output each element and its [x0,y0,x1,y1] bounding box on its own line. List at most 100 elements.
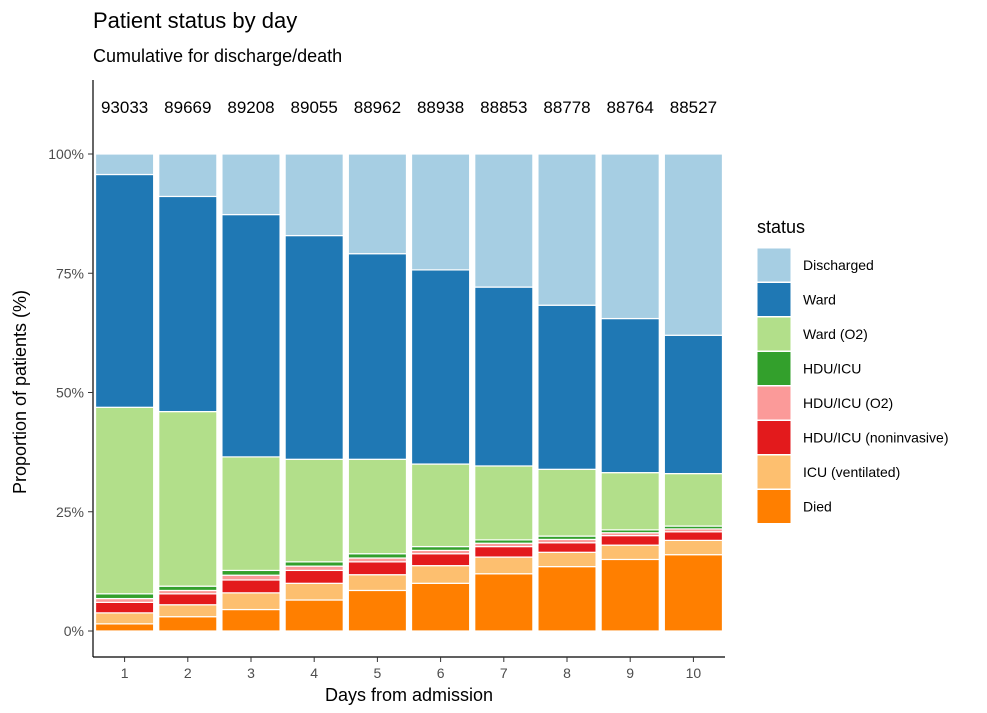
bar-segment-day2-ward [158,195,218,413]
bar-segment-day3-hdu-icu-noninvasive [221,579,281,594]
bar-segment-day8-discharged [537,153,597,306]
bar-segment-day7-ward [474,286,534,467]
bar-segment-day6-icu-ventilated [410,565,471,584]
bar-segment-day10-discharged [663,153,724,336]
y-ticks-group: 0% 25% 50% 75% 100% [48,146,93,639]
bar-segment-day4-hdu-icu [284,561,344,567]
bar-segment-day1-ward [94,173,155,408]
x-tick-label: 1 [121,665,129,681]
bar-segment-day4-discharged [284,153,344,237]
bar-segment-day5-died [347,589,408,632]
chart-title: Patient status by day [93,8,298,33]
y-tick-label: 0% [64,623,84,639]
legend-title: status [757,217,805,237]
bar-segment-day1-discharged [94,153,155,176]
bar-segment-day1-died [94,623,155,632]
bar-segment-day9-discharged [600,153,660,320]
bar-segment-day7-ward-o2 [474,465,534,541]
bar-segment-day2-died [158,616,218,632]
legend-swatch-icu-ventilated [756,454,792,490]
bar-segment-day1-icu-ventilated [94,612,155,625]
count-label-day3: 89208 [227,98,274,117]
legend-label-ward-o2: Ward (O2) [803,326,868,342]
bar-segment-day1-ward-o2 [94,406,155,595]
bar-segment-day2-hdu-icu-noninvasive [158,593,218,606]
bar-segment-day8-hdu-icu-noninvasive [537,542,597,553]
count-labels-group: 93033 89669 89208 89055 88962 88938 88853 88778… [101,98,717,117]
count-label-day5: 88962 [354,98,401,117]
bar-segment-day2-hdu-icu [158,585,218,592]
bar-segment-day5-ward [347,253,408,460]
count-label-day9: 88764 [607,98,654,117]
bar-segment-day4-hdu-icu-o2 [284,565,344,572]
legend-label-hdu-icu: HDU/ICU [803,361,861,377]
x-tick-label: 6 [437,665,445,681]
legend-swatch-discharged [756,247,792,283]
bar-segment-day10-icu-ventilated [663,539,724,556]
bar-segment-day4-ward-o2 [284,458,344,563]
bar-segment-day9-ward [600,317,660,474]
bar-segment-day5-icu-ventilated [347,574,408,592]
bar-segment-day10-hdu-icu-noninvasive [663,531,724,541]
bar-segment-day5-discharged [347,153,408,255]
legend-swatch-hdu-icu [756,351,792,386]
legend-swatch-died [756,489,792,524]
x-tick-label: 7 [500,665,508,681]
bar-segment-day3-icu-ventilated [221,592,281,611]
bar-segment-day3-hdu-icu [221,569,281,576]
x-tick-label: 3 [247,665,255,681]
bar-segment-day2-icu-ventilated [158,604,218,618]
legend-label-hdu-icu-o2: HDU/ICU (O2) [803,395,893,411]
y-tick-label: 50% [56,385,84,401]
bar-segment-day5-ward-o2 [347,458,408,555]
bar-segment-day6-died [410,582,471,632]
bar-segment-day8-icu-ventilated [537,551,597,568]
bar-segment-day9-ward-o2 [600,472,660,531]
legend-label-hdu-icu-noninvasive: HDU/ICU (noninvasive) [803,430,948,446]
bar-segment-day6-discharged [410,153,471,271]
bar-segment-day3-hdu-icu-o2 [221,574,281,581]
bar-segment-day4-icu-ventilated [284,582,344,601]
bar-segment-day10-died [663,554,724,632]
legend-label-discharged: Discharged [803,257,874,273]
count-label-day4: 89055 [291,98,338,117]
chart-subtitle: Cumulative for discharge/death [93,46,343,66]
bar-segment-day6-ward [410,269,471,465]
bar-segment-day3-ward [221,213,281,458]
count-label-day1: 93033 [101,98,148,117]
bar-segment-day6-ward-o2 [410,463,471,548]
legend-swatch-hdu-icu-o2 [756,385,792,421]
bar-segment-day6-hdu-icu-noninvasive [410,553,471,567]
y-tick-label: 25% [56,504,84,520]
bar-segment-day4-ward [284,234,344,460]
x-tick-label: 2 [184,665,192,681]
bar-segment-day4-died [284,599,344,632]
bar-segment-day7-died [474,573,534,632]
legend-label-died: Died [803,499,832,515]
x-tick-label: 8 [563,665,571,681]
legend-label-ward: Ward [803,292,836,308]
bar-segment-day10-ward-o2 [663,472,724,527]
bar-segment-day10-ward [663,334,724,475]
bar-segment-day2-discharged [158,153,218,198]
y-axis-title: Proportion of patients (%) [10,290,30,494]
bar-segment-day5-hdu-icu [347,553,408,559]
bar-segment-day8-died [537,566,597,632]
y-tick-label: 75% [56,265,84,281]
count-label-day2: 89669 [164,98,211,117]
y-tick-label: 100% [48,146,84,162]
bar-segment-day9-hdu-icu-noninvasive [600,534,660,546]
bar-segment-day3-died [221,608,281,632]
count-label-day10: 88527 [670,98,717,117]
bar-segment-day8-ward [537,304,597,470]
count-label-day7: 88853 [480,98,527,117]
x-tick-label: 4 [310,665,318,681]
x-axis-title: Days from admission [325,685,493,705]
legend-swatch-ward-o2 [756,316,792,352]
bar-segment-day4-hdu-icu-noninvasive [284,569,344,584]
axes-group [92,80,725,658]
bar-segment-day7-icu-ventilated [474,556,534,575]
bar-segment-day5-hdu-icu-noninvasive [347,561,408,576]
count-label-day8: 88778 [543,98,590,117]
x-ticks-group: 1 2 3 4 5 6 7 8 9 10 [121,657,701,681]
